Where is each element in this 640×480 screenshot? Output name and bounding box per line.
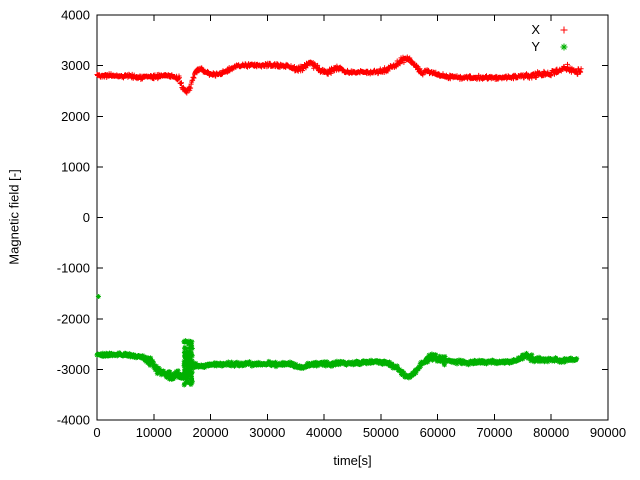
legend-label-x: X (531, 22, 540, 37)
svg-text:30000: 30000 (249, 425, 285, 440)
svg-text:2000: 2000 (61, 109, 90, 124)
svg-text:1000: 1000 (61, 159, 90, 174)
svg-text:-4000: -4000 (57, 413, 90, 428)
svg-text:60000: 60000 (420, 425, 456, 440)
svg-text:40000: 40000 (306, 425, 342, 440)
svg-text:0: 0 (93, 425, 100, 440)
svg-text:4000: 4000 (61, 8, 90, 23)
svg-text:20000: 20000 (193, 425, 229, 440)
svg-text:3000: 3000 (61, 58, 90, 73)
legend-entry-x: X (531, 21, 574, 38)
svg-text:0: 0 (83, 210, 90, 225)
svg-text:-3000: -3000 (57, 362, 90, 377)
legend: X Y (531, 21, 574, 55)
legend-label-y: Y (531, 39, 540, 54)
y-axis-title: Magnetic field [-] (6, 169, 22, 265)
svg-text:-1000: -1000 (57, 261, 90, 276)
legend-entry-y: Y (531, 38, 574, 55)
svg-text:70000: 70000 (476, 425, 512, 440)
svg-text:50000: 50000 (363, 425, 399, 440)
svg-text:80000: 80000 (533, 425, 569, 440)
plus-marker-icon (560, 26, 568, 33)
svg-text:10000: 10000 (136, 425, 172, 440)
x-axis-title: time[s] (333, 453, 372, 468)
svg-text:90000: 90000 (590, 425, 626, 440)
asterisk-marker-icon (560, 43, 568, 50)
svg-text:-2000: -2000 (57, 311, 90, 326)
